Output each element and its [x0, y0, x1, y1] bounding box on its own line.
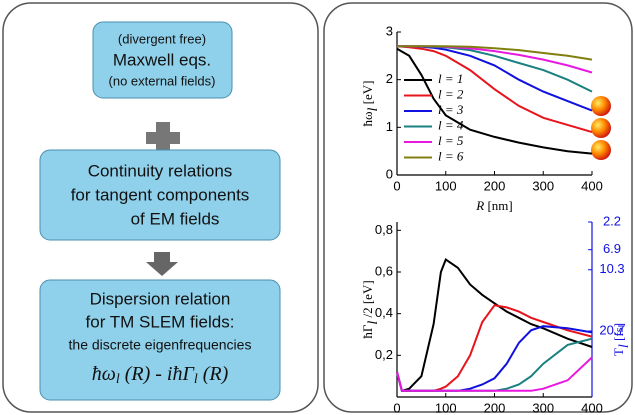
series-line [397, 45, 593, 61]
formula-subscript: l [194, 372, 198, 387]
x-tick-label: 300 [532, 400, 554, 415]
node-text: of EM fields [131, 209, 220, 228]
node-text: (divergent free) [118, 31, 206, 46]
y-axis-label-part: ħω [360, 111, 375, 127]
y-axis-label-part: l [366, 321, 381, 325]
y-axis-label-part: [eV] [360, 80, 375, 107]
node-text: for TM SLEM fields: [86, 312, 235, 331]
node-text: Dispersion relation [90, 289, 231, 308]
series-line [396, 257, 593, 393]
node-text: Continuity relations [88, 161, 233, 180]
formula-part: (R) - iħΓ [120, 363, 196, 385]
y-tick-label: 0,2 [375, 347, 393, 362]
node-box [39, 149, 281, 241]
y-axis-label: ħΓl /2 [eV] [360, 280, 381, 338]
arrow [146, 252, 178, 276]
x-tick-label: 100 [435, 400, 457, 415]
x-tick-label: 200 [484, 400, 506, 415]
plus-icon [146, 122, 180, 154]
x-axis-label-part: R [475, 198, 484, 213]
node-text: the discrete eigenfrequencies [69, 337, 252, 353]
sphere-icon [591, 96, 611, 116]
y2-tick-label: 10.3 [599, 261, 624, 276]
x-tick-label: 200 [484, 178, 506, 193]
x-tick-label: 400 [581, 178, 603, 193]
x-axis-label-part: [nm] [484, 198, 513, 213]
series-line [396, 47, 593, 155]
node-box [92, 21, 233, 99]
formula-part: (R) [198, 363, 229, 385]
series-line [396, 356, 593, 392]
y-axis-label: ħωl [eV] [360, 80, 381, 126]
node-text: (no external fields) [109, 73, 216, 88]
node-box [39, 279, 281, 401]
legend-label: l = 4 [438, 117, 464, 132]
y-axis-label-part: /2 [eV] [360, 280, 375, 320]
y2-axis-label: Tl [fs] [611, 323, 632, 356]
formula-subscript: l [116, 372, 120, 387]
series-line [396, 45, 593, 134]
y2-axis-label-part: l [617, 344, 632, 348]
y-tick-label: 0 [386, 166, 393, 181]
y-tick-label: 0,8 [375, 222, 393, 237]
x-tick-label: 0 [393, 178, 400, 193]
y-axis-label-part: l [366, 107, 381, 111]
y-tick-label: 0,6 [375, 263, 393, 278]
y2-tick-label: 6.9 [603, 241, 621, 256]
formula: ħωl (R) - iħΓl (R) [92, 363, 229, 388]
y-tick-label: 0,4 [375, 305, 393, 320]
y2-axis-label-part: [fs] [611, 323, 626, 344]
y-tick-label: 3 [386, 23, 393, 38]
y-tick-label: 2 [386, 71, 393, 86]
sphere-icon [591, 140, 611, 160]
legend-label: l = 6 [438, 148, 464, 163]
x-tick-label: 0 [393, 400, 400, 415]
x-tick-label: 400 [581, 400, 603, 415]
sphere-icon [591, 118, 611, 138]
y-axis-label-part: ħΓ [360, 324, 375, 339]
y2-tick-label: 2.2 [603, 213, 621, 228]
right-panel [323, 2, 633, 413]
y-tick-label: 1 [386, 119, 393, 134]
legend-label: l = 1 [438, 71, 463, 86]
y2-axis-label-part: T [611, 348, 626, 356]
x-axis-label: R [nm] [475, 198, 512, 213]
legend-label: l = 3 [438, 102, 464, 117]
legend-label: l = 5 [438, 133, 464, 148]
legend-label: l = 2 [438, 86, 464, 101]
y2-tick-label: 20.7 [599, 322, 624, 337]
formula-part: ħω [92, 363, 116, 385]
x-tick-label: 300 [532, 178, 554, 193]
node-text: Maxwell eqs. [113, 50, 211, 69]
node-text: for tangent components [71, 185, 250, 204]
x-tick-label: 100 [435, 178, 457, 193]
